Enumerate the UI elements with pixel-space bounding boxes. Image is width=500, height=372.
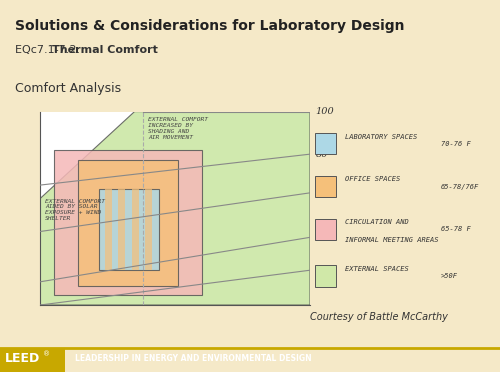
Bar: [100, 189, 159, 270]
Text: 70-76 F: 70-76 F: [441, 141, 471, 147]
Text: Courtesy of Battle McCarthy: Courtesy of Battle McCarthy: [310, 312, 448, 323]
Text: EQc7.1-7.2:: EQc7.1-7.2:: [15, 45, 84, 55]
Bar: [132, 189, 138, 270]
Text: OFFICE SPACES: OFFICE SPACES: [345, 176, 400, 182]
Bar: [118, 189, 125, 270]
Text: INFORMAL MEETING AREAS: INFORMAL MEETING AREAS: [345, 237, 438, 243]
Text: EXTERNAL SPACES: EXTERNAL SPACES: [345, 266, 408, 272]
Bar: [105, 189, 112, 270]
Text: LABORATORY SPACES: LABORATORY SPACES: [345, 134, 417, 140]
Text: LEED: LEED: [5, 352, 40, 365]
Bar: [0, 348, 65, 372]
Text: 50: 50: [316, 188, 328, 197]
Text: 0: 0: [316, 266, 322, 275]
Text: ®: ®: [42, 351, 50, 357]
Text: Thermal Comfort: Thermal Comfort: [52, 45, 158, 55]
Text: LEADERSHIP IN ENERGY AND ENVIRONMENTAL DESIGN: LEADERSHIP IN ENERGY AND ENVIRONMENTAL D…: [75, 354, 312, 363]
Text: 20: 20: [316, 233, 328, 242]
Text: 100: 100: [316, 107, 334, 116]
Polygon shape: [40, 112, 310, 305]
Text: >50F: >50F: [441, 273, 458, 279]
Bar: [54, 150, 202, 295]
Bar: [315, 265, 336, 286]
Bar: [146, 189, 152, 270]
Bar: [315, 176, 336, 197]
Text: 80: 80: [316, 150, 328, 158]
Bar: [315, 219, 336, 240]
Bar: [78, 160, 178, 286]
Text: 65-78 F: 65-78 F: [441, 227, 471, 232]
Bar: [315, 133, 336, 154]
Text: EXTERNAL COMFORT
AIDED BY SOLAR
EXPOSURE + WIND
SHELTER: EXTERNAL COMFORT AIDED BY SOLAR EXPOSURE…: [46, 199, 106, 221]
Text: Comfort Analysis: Comfort Analysis: [15, 82, 121, 95]
Text: Solutions & Considerations for Laboratory Design: Solutions & Considerations for Laborator…: [15, 19, 404, 33]
Text: EXTERNAL COMFORT
INCREASED BY
SHADING AND
AIR MOVEMENT: EXTERNAL COMFORT INCREASED BY SHADING AN…: [148, 118, 208, 140]
Text: CIRCULATION AND: CIRCULATION AND: [345, 219, 408, 225]
Text: 65-78/76F: 65-78/76F: [441, 184, 479, 190]
